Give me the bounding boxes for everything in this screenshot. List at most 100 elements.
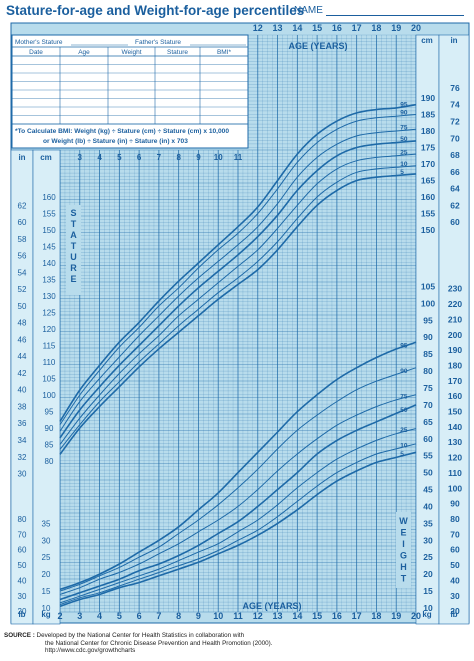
stature-label-p25: 25 <box>400 149 408 156</box>
x-tick-label: 5 <box>117 611 122 621</box>
mother-stature-label: Mother's Stature <box>15 39 63 46</box>
unit-kg-right: kg <box>422 610 431 619</box>
weight-lb-tick-right: 50 <box>450 560 460 570</box>
x-tick-label-top: 17 <box>352 23 362 33</box>
stature-label-p95: 95 <box>400 101 408 108</box>
weight-lb-tick-right: 180 <box>448 360 462 370</box>
weight-kg-tick-right: 75 <box>423 383 433 393</box>
weight-kg-tick: 25 <box>42 553 51 562</box>
stature-in-tick: 52 <box>18 285 27 294</box>
weight-curve-p50 <box>59 404 417 601</box>
stature-cm-tick: 90 <box>45 424 54 433</box>
weight-kg-tick: 35 <box>42 519 51 528</box>
stature-cm-tick: 95 <box>45 408 54 417</box>
stature-cm-tick: 100 <box>42 391 56 400</box>
x-tick-label-top: 19 <box>391 23 401 33</box>
unit-kg-left: kg <box>41 610 50 619</box>
stature-in-tick: 40 <box>18 386 27 395</box>
weight-lb-tick-right: 20 <box>450 606 460 616</box>
x-tick-label: 19 <box>391 611 401 621</box>
weight-lb-tick-right: 190 <box>448 345 462 355</box>
weight-label-p75: 75 <box>400 393 408 400</box>
stature-in-tick: 34 <box>18 436 27 445</box>
weight-kg-tick-right: 95 <box>423 315 433 325</box>
stature-in-tick: 62 <box>18 201 27 210</box>
weight-lb-tick: 80 <box>18 515 27 524</box>
weight-kg-tick-right: 70 <box>423 400 433 410</box>
x-tick-label: 12 <box>253 611 263 621</box>
x-tick-label: 16 <box>332 611 342 621</box>
weight-kg-tick-right: 45 <box>423 485 433 495</box>
bmi-note-line1: *To Calculate BMI: Weight (kg) ÷ Stature… <box>15 128 229 135</box>
weight-kg-tick-right: 100 <box>421 298 435 308</box>
weight-label-char: G <box>400 551 407 561</box>
stature-label-char: S <box>70 208 76 218</box>
x-tick-label: 3 <box>77 611 82 621</box>
stature-in-tick: 30 <box>18 470 27 479</box>
weight-label-p95: 95 <box>400 343 408 350</box>
stature-cm-tick-right: 160 <box>421 192 435 202</box>
weight-kg-tick-right: 85 <box>423 349 433 359</box>
x-tick-label: 18 <box>371 611 381 621</box>
x-tick-label: 6 <box>137 611 142 621</box>
stature-cm-tick-right: 150 <box>421 225 435 235</box>
stature-cm-tick: 160 <box>42 193 56 202</box>
stature-label-p90: 90 <box>400 110 408 117</box>
table-header-date: Date <box>29 49 43 56</box>
stature-cm-tick: 115 <box>43 342 56 351</box>
stature-cm-tick-right: 185 <box>421 110 435 120</box>
stature-label-p10: 10 <box>400 161 408 168</box>
stature-in-tick: 50 <box>18 302 27 311</box>
source-note: SOURCE : Developed by the National Cente… <box>4 632 470 655</box>
source-line-3: http://www.cdc.gov/growthcharts <box>45 647 136 655</box>
stature-curve-p75 <box>59 128 417 432</box>
weight-kg-tick-right: 15 <box>423 586 433 596</box>
weight-label-p90: 90 <box>400 368 408 375</box>
x-tick-label-mid: 7 <box>157 153 162 162</box>
weight-label-p25: 25 <box>400 427 408 434</box>
unit-in-right: in <box>450 36 457 45</box>
weight-label-char: E <box>400 528 406 538</box>
weight-label-char: T <box>401 574 407 584</box>
table-rows[interactable] <box>12 64 248 125</box>
weight-lb-tick-right: 170 <box>448 376 462 386</box>
x-tick-label: 11 <box>233 611 243 621</box>
name-field[interactable] <box>326 15 464 16</box>
source-line-2: the National Center for Chronic Disease … <box>45 639 273 647</box>
weight-lb-tick-right: 40 <box>450 575 460 585</box>
weight-label-p50: 50 <box>400 407 408 414</box>
weight-lb-tick-right: 130 <box>448 437 462 447</box>
weight-lb-tick-right: 230 <box>448 284 462 294</box>
weight-label-bg <box>396 512 411 588</box>
stature-cm-tick-right: 180 <box>421 126 435 136</box>
stature-cm-tick: 145 <box>42 243 56 252</box>
unit-cm-right: cm <box>421 36 433 45</box>
stature-cm-tick: 105 <box>42 375 56 384</box>
x-tick-label-top: 20 <box>411 23 421 33</box>
x-tick-label: 10 <box>213 611 223 621</box>
weight-lb-tick: 50 <box>18 561 27 570</box>
weight-label-char: W <box>399 516 408 526</box>
stature-in-tick-right: 66 <box>450 167 460 177</box>
x-tick-label: 8 <box>176 611 181 621</box>
stature-in-tick: 32 <box>18 453 27 462</box>
x-tick-label-top: 18 <box>371 23 381 33</box>
stature-in-tick-right: 70 <box>450 133 460 143</box>
weight-lb-tick-right: 150 <box>448 407 462 417</box>
x-tick-label: 17 <box>352 611 362 621</box>
stature-curve-p95 <box>59 103 417 422</box>
record-table: Mother's Stature Father's Stature Date Ag… <box>11 34 249 149</box>
stature-curve-p5 <box>59 173 417 455</box>
weight-kg-tick: 30 <box>42 536 51 545</box>
weight-label-char: H <box>400 562 407 572</box>
x-axis-title-bottom: AGE (YEARS) <box>242 601 301 611</box>
stature-cm-tick-right: 155 <box>421 209 435 219</box>
stature-label-char: T <box>71 219 77 229</box>
stature-curve-p50 <box>59 140 417 439</box>
x-tick-label: 2 <box>57 611 62 621</box>
stature-in-tick: 56 <box>18 252 27 261</box>
father-stature-label: Father's Stature <box>135 39 181 46</box>
weight-curve-p90 <box>59 367 417 592</box>
stature-in-tick: 36 <box>18 419 27 428</box>
weight-lb-tick-right: 220 <box>448 299 462 309</box>
